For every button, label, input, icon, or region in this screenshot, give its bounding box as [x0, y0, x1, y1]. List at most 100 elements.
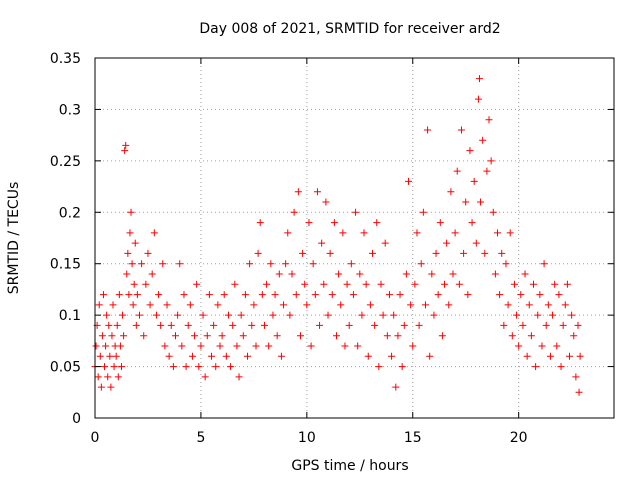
data-point: [97, 383, 105, 391]
data-point: [117, 363, 125, 371]
data-point: [271, 291, 279, 299]
data-point: [150, 229, 158, 237]
data-point: [128, 260, 136, 268]
data-point: [464, 291, 472, 299]
data-point: [451, 229, 459, 237]
x-tick-label: 15: [404, 430, 422, 446]
data-point: [366, 301, 374, 309]
data-point: [116, 342, 124, 350]
data-point: [320, 280, 328, 288]
data-point: [203, 332, 211, 340]
data-point: [453, 167, 461, 175]
data-point: [475, 75, 483, 83]
data-point: [445, 301, 453, 309]
data-point: [197, 342, 205, 350]
data-point: [104, 373, 112, 381]
data-point: [559, 321, 567, 329]
data-point: [322, 198, 330, 206]
data-point: [288, 270, 296, 278]
data-point: [250, 301, 258, 309]
data-point: [237, 311, 245, 319]
data-point: [396, 291, 404, 299]
data-point: [108, 332, 116, 340]
data-point: [523, 352, 531, 360]
data-point: [126, 229, 134, 237]
data-point: [178, 342, 186, 350]
data-point: [180, 291, 188, 299]
data-point: [574, 321, 582, 329]
data-point: [513, 311, 521, 319]
data-point: [307, 342, 315, 350]
data-point: [417, 260, 425, 268]
data-point: [146, 301, 154, 309]
data-point: [568, 311, 576, 319]
data-point: [530, 280, 538, 288]
y-tick-label: 0.25: [50, 154, 81, 170]
data-point: [169, 363, 177, 371]
data-point: [354, 342, 362, 350]
data-point: [254, 249, 262, 257]
data-point: [356, 270, 364, 278]
data-point: [101, 363, 109, 371]
data-point: [411, 280, 419, 288]
data-point: [263, 280, 271, 288]
data-point: [210, 321, 218, 329]
data-point: [426, 352, 434, 360]
data-point: [347, 260, 355, 268]
data-point: [472, 239, 480, 247]
data-point: [299, 249, 307, 257]
data-point: [239, 332, 247, 340]
data-point: [328, 291, 336, 299]
y-tick-labels: 0 0.05 0.1 0.15 0.2 0.25 0.3 0.35: [50, 51, 81, 427]
data-point: [438, 332, 446, 340]
data-point: [508, 332, 516, 340]
data-point: [95, 301, 103, 309]
data-point: [123, 270, 131, 278]
data-point: [436, 219, 444, 227]
data-point: [504, 301, 512, 309]
data-point: [371, 321, 379, 329]
y-tick-label: 0: [72, 411, 81, 427]
data-point: [132, 321, 140, 329]
data-point: [339, 229, 347, 237]
data-point: [280, 301, 288, 309]
plot-frame: [94, 57, 615, 419]
data-point: [222, 352, 230, 360]
data-point: [94, 373, 102, 381]
data-point: [377, 280, 385, 288]
data-point: [521, 270, 529, 278]
y-tick-label: 0.3: [59, 102, 81, 118]
data-point: [124, 249, 132, 257]
data-point: [188, 352, 196, 360]
data-point: [500, 321, 508, 329]
data-point: [434, 291, 442, 299]
data-point: [130, 280, 138, 288]
data-point: [122, 141, 130, 149]
data-point: [286, 311, 294, 319]
data-point: [392, 383, 400, 391]
data-point: [292, 291, 300, 299]
data-point: [345, 321, 353, 329]
data-point: [546, 352, 554, 360]
data-point: [303, 301, 311, 309]
data-point: [98, 332, 106, 340]
data-point: [144, 249, 152, 257]
data-point: [199, 311, 207, 319]
data-point: [540, 260, 548, 268]
data-point: [455, 280, 463, 288]
data-point: [561, 301, 569, 309]
data-point: [538, 342, 546, 350]
data-point: [383, 332, 391, 340]
data-point: [184, 321, 192, 329]
data-point: [515, 342, 523, 350]
data-point: [470, 177, 478, 185]
data-point: [148, 270, 156, 278]
data-point: [424, 126, 432, 134]
data-point: [296, 332, 304, 340]
data-point: [525, 301, 533, 309]
data-point: [305, 219, 313, 227]
x-tick-label: 0: [91, 430, 100, 446]
x-axis-label: GPS time / hours: [291, 458, 408, 474]
data-point: [152, 311, 160, 319]
data-point: [330, 219, 338, 227]
